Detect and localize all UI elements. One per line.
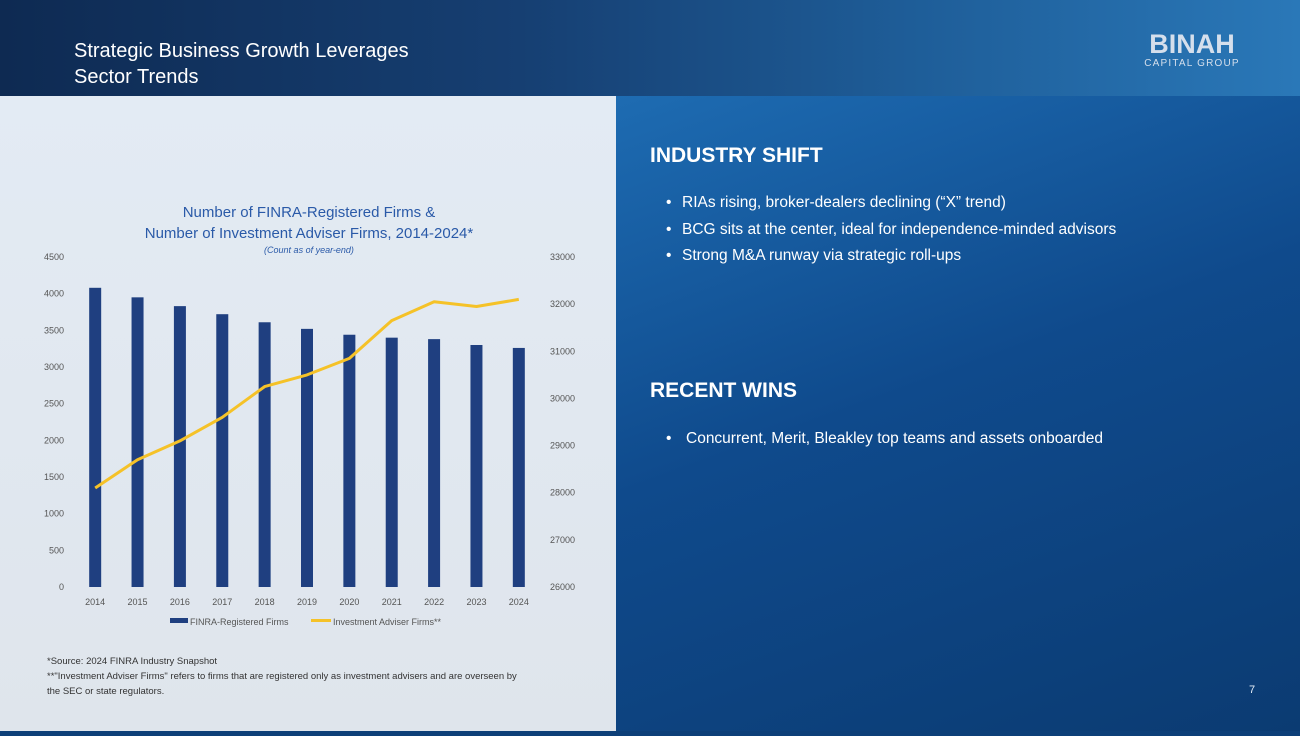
line-investment-advisers	[94, 297, 520, 490]
bullet-dot: •	[666, 221, 672, 238]
footnote-definition: **"Investment Adviser Firms" refers to f…	[47, 671, 517, 682]
left-axis-tick-label: 2500	[44, 399, 64, 409]
industry-bullet-1-text: RIAs rising, broker-dealers declining (“…	[682, 194, 1006, 211]
slide-title-line2: Sector Trends	[74, 66, 199, 88]
bar-finra-2015	[131, 297, 144, 587]
bar-finra-2018	[258, 322, 271, 587]
bullet-dot: •	[666, 430, 672, 447]
bar-finra-2014	[89, 287, 102, 587]
x-axis-tick-label: 2016	[170, 597, 190, 607]
industry-shift-heading: INDUSTRY SHIFT	[650, 144, 823, 167]
x-axis-tick-label: 2020	[339, 597, 359, 607]
wins-bullet-1-text: Concurrent, Merit, Bleakley top teams an…	[686, 430, 1104, 447]
left-axis-tick-label: 1000	[44, 509, 64, 519]
company-logo: BINAH CAPITAL GROUP	[1141, 31, 1243, 69]
right-axis-tick-label: 26000	[550, 582, 575, 592]
bar-finra-2016	[173, 306, 186, 587]
footnote-source: *Source: 2024 FINRA Industry Snapshot	[47, 656, 218, 667]
left-axis-tick-label: 3000	[44, 362, 64, 372]
bar-finra-2017	[216, 314, 229, 587]
chart-subtitle: (Count as of year-end)	[264, 245, 354, 255]
x-axis-tick-label: 2019	[297, 597, 317, 607]
x-axis-tick-label: 2022	[424, 597, 444, 607]
bar-finra-2022	[428, 339, 441, 587]
chart-title-line2: Number of Investment Adviser Firms, 2014…	[145, 225, 474, 242]
footnote-definition-cont: the SEC or state regulators.	[47, 686, 165, 697]
logo-wordmark: BINAH	[1149, 29, 1235, 59]
bar-finra-2020	[343, 334, 356, 587]
bar-finra-2021	[385, 337, 398, 587]
industry-bullet-3: • Strong M&A runway via strategic roll-up…	[666, 247, 961, 265]
left-axis-tick-label: 4000	[44, 289, 64, 299]
bar-finra-2023	[470, 345, 483, 587]
legend-swatch-finra	[170, 618, 188, 623]
bar-finra-2024	[512, 347, 525, 587]
left-axis-tick-label: 0	[59, 582, 64, 592]
bar-finra-2019	[301, 328, 313, 587]
right-axis-tick-label: 30000	[550, 393, 575, 403]
chart-title-line1: Number of FINRA-Registered Firms &	[183, 204, 436, 221]
right-panel: INDUSTRY SHIFT • RIAs rising, broker-deal…	[616, 96, 1300, 731]
slide-title: Strategic Business Growth Leverages Sect…	[74, 38, 409, 90]
firm-count-chart: Number of FINRA-Registered Firms & Number…	[44, 204, 575, 627]
logo-subtitle: CAPITAL GROUP	[1144, 58, 1240, 69]
x-axis-tick-label: 2021	[382, 597, 402, 607]
industry-bullet-1: • RIAs rising, broker-dealers declining (…	[666, 194, 1006, 212]
left-axis-tick-label: 3500	[44, 325, 64, 335]
legend-label-finra: FINRA-Registered Firms	[190, 617, 289, 627]
bullet-dot: •	[666, 247, 672, 264]
right-axis-tick-label: 33000	[550, 252, 575, 262]
x-axis-tick-label: 2015	[128, 597, 148, 607]
page-number: 7	[1249, 684, 1256, 696]
right-axis-tick-label: 29000	[550, 441, 575, 451]
x-axis-tick-label: 2018	[255, 597, 275, 607]
x-axis-tick-label: 2023	[466, 597, 486, 607]
legend-label-advisers: Investment Adviser Firms**	[333, 617, 442, 627]
x-axis-tick-label: 2024	[509, 597, 529, 607]
left-axis-tick-label: 500	[49, 545, 64, 555]
chart-panel: Number of FINRA-Registered Firms & Number…	[0, 96, 616, 731]
wins-bullet-1: • Concurrent, Merit, Bleakley top teams a…	[666, 430, 1103, 448]
industry-bullet-3-text: Strong M&A runway via strategic roll-ups	[682, 247, 962, 264]
bullet-dot: •	[666, 194, 672, 211]
left-axis-tick-label: 4500	[44, 252, 64, 262]
industry-bullet-2: • BCG sits at the center, ideal for indep…	[666, 221, 1116, 239]
left-axis-tick-label: 1500	[44, 472, 64, 482]
left-axis-tick-label: 2000	[44, 435, 64, 445]
header-bar: Strategic Business Growth Leverages Sect…	[0, 0, 1300, 96]
right-axis-tick-label: 28000	[550, 488, 575, 498]
slide-title-line1: Strategic Business Growth Leverages	[74, 40, 409, 62]
industry-bullet-2-text: BCG sits at the center, ideal for indepe…	[682, 221, 1117, 238]
right-axis-tick-label: 32000	[550, 299, 575, 309]
right-axis-tick-label: 31000	[550, 346, 575, 356]
x-axis-tick-label: 2017	[212, 597, 232, 607]
x-axis-tick-label: 2014	[85, 597, 105, 607]
recent-wins-heading: RECENT WINS	[650, 379, 797, 402]
right-axis-tick-label: 27000	[550, 535, 575, 545]
